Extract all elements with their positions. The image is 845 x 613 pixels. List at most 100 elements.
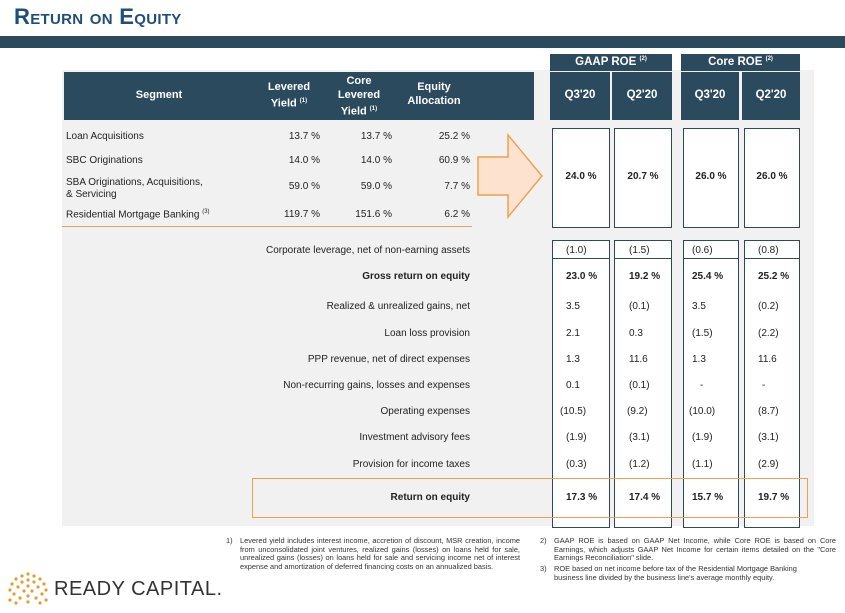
return-on-equity-highlight	[252, 478, 808, 518]
segment-name: SBC Originations	[66, 155, 143, 166]
levered-yield-header: Levered Yield (1)	[267, 81, 311, 110]
row-value: (9.2)	[627, 406, 648, 417]
footnote-3: 3) ROE based on net income before tax of…	[540, 564, 797, 582]
row-value: 11.6	[758, 354, 777, 365]
row-label: Return on equity	[390, 492, 470, 503]
row-value: (1.1)	[692, 459, 713, 470]
row-value: (1.5)	[692, 328, 713, 339]
row-value: (1.9)	[566, 432, 587, 443]
segment-header: Segment Levered Yield (1) Core Levered Y…	[64, 72, 534, 120]
row-value: (2.2)	[758, 328, 779, 339]
segment-header-label: Segment	[135, 89, 183, 101]
row-value: (0.3)	[566, 459, 587, 470]
row-label: Realized & unrealized gains, net	[326, 301, 470, 312]
segment-roe-value: 20.7 %	[627, 171, 659, 182]
row-value: 23.0 %	[566, 271, 598, 282]
row-value: (2.9)	[758, 459, 779, 470]
row-value: 15.7 %	[692, 492, 724, 503]
gaap-q3-detail-box	[552, 240, 610, 528]
segment-equity-allocation: 25.2 %	[438, 131, 470, 142]
segment-roe-value: 26.0 %	[756, 171, 788, 182]
segment-levered-yield: 14.0 %	[288, 155, 320, 166]
row-value: 19.2 %	[629, 271, 661, 282]
col-header-gaap-q3: Q3'20	[550, 72, 610, 120]
row-value: 17.3 %	[566, 492, 598, 503]
segment-roe-value: 24.0 %	[565, 171, 597, 182]
row-value: 0.1	[566, 380, 580, 391]
row-value: 17.4 %	[629, 492, 661, 503]
segment-core-yield: 151.6 %	[355, 209, 392, 220]
row-value: 11.6	[629, 354, 648, 365]
row-value: 1.3	[566, 354, 580, 365]
row-label: Loan loss provision	[384, 328, 470, 339]
row-label: Operating expenses	[380, 406, 470, 417]
row-value: 2.1	[566, 328, 580, 339]
col-header-gaap-q2: Q2'20	[612, 72, 672, 120]
footnote-2: 2) GAAP ROE is based on GAAP Net Income,…	[540, 536, 836, 563]
core-roe-header: Core ROE (2)	[681, 54, 800, 71]
row-value: (8.7)	[758, 406, 779, 417]
row-value: 19.7 %	[758, 492, 790, 503]
row-value: (1.5)	[629, 245, 650, 256]
core-levered-yield-header: Core Levered Yield (1)	[337, 75, 381, 118]
segment-core-yield: 59.0 %	[360, 181, 392, 192]
row-value: 0.3	[629, 328, 643, 339]
gaap-q3-segment-box: 24.0 %	[552, 128, 610, 228]
footnote-1: 1) Levered yield includes interest incom…	[226, 536, 520, 571]
row-value: -	[700, 380, 704, 391]
segment-name: Loan Acquisitions	[66, 131, 144, 142]
title-band	[0, 36, 845, 48]
core-q3-detail-box	[683, 240, 739, 528]
company-name: READY CAPITAL.	[54, 578, 223, 600]
gaap-q2-detail-box	[614, 240, 672, 528]
segment-core-yield: 13.7 %	[360, 131, 392, 142]
segment-levered-yield: 13.7 %	[288, 131, 320, 142]
core-q2-segment-box: 26.0 %	[744, 128, 800, 228]
row-value: 3.5	[566, 301, 580, 312]
row-value: (0.2)	[758, 301, 779, 312]
row-value: (1.0)	[566, 245, 587, 256]
row-label: Non-recurring gains, losses and expenses	[283, 380, 470, 391]
col-header-core-q3: Q3'20	[681, 72, 739, 120]
segment-equity-allocation: 7.7 %	[444, 181, 470, 192]
segment-core-yield: 14.0 %	[360, 155, 392, 166]
segment-equity-allocation: 6.2 %	[444, 209, 470, 220]
row-divider	[683, 258, 739, 259]
row-divider	[614, 258, 672, 259]
row-value: (10.0)	[689, 406, 716, 417]
row-value: (1.2)	[629, 459, 650, 470]
row-value: 1.3	[692, 354, 706, 365]
core-q2-detail-box	[744, 240, 800, 528]
row-value: (0.6)	[692, 245, 713, 256]
equity-allocation-header: Equity Allocation	[407, 81, 461, 107]
row-value: (3.1)	[758, 432, 779, 443]
segment-equity-allocation: 60.9 %	[438, 155, 470, 166]
row-label: Corporate leverage, net of non-earning a…	[265, 245, 470, 256]
row-value: 3.5	[692, 301, 706, 312]
row-label: Investment advisory fees	[359, 432, 470, 443]
row-divider	[744, 258, 800, 259]
row-value: 25.4 %	[692, 271, 724, 282]
gaap-q2-segment-box: 20.7 %	[614, 128, 672, 228]
arrow-right-icon	[477, 133, 543, 219]
row-value: (0.8)	[758, 245, 779, 256]
gaap-roe-header: GAAP ROE (2)	[550, 54, 672, 71]
page-title: Return on Equity	[14, 4, 182, 29]
row-value: (1.9)	[692, 432, 713, 443]
col-header-core-q2: Q2'20	[742, 72, 800, 120]
core-q3-segment-box: 26.0 %	[683, 128, 739, 228]
row-value: (0.1)	[629, 380, 650, 391]
row-value: (3.1)	[629, 432, 650, 443]
row-label: PPP revenue, net of direct expenses	[307, 354, 470, 365]
segment-levered-yield: 59.0 %	[288, 181, 320, 192]
row-label: Gross return on equity	[362, 271, 470, 282]
row-value: -	[762, 380, 766, 391]
segment-roe-value: 26.0 %	[695, 171, 727, 182]
row-value: 25.2 %	[758, 271, 790, 282]
row-value: (0.1)	[629, 301, 650, 312]
segment-name: Residential Mortgage Banking (3)	[66, 209, 210, 221]
segment-levered-yield: 119.7 %	[284, 209, 320, 220]
ready-capital-logo-icon	[8, 572, 48, 605]
row-label: Provision for income taxes	[352, 459, 470, 470]
row-value: (10.5)	[560, 406, 587, 417]
